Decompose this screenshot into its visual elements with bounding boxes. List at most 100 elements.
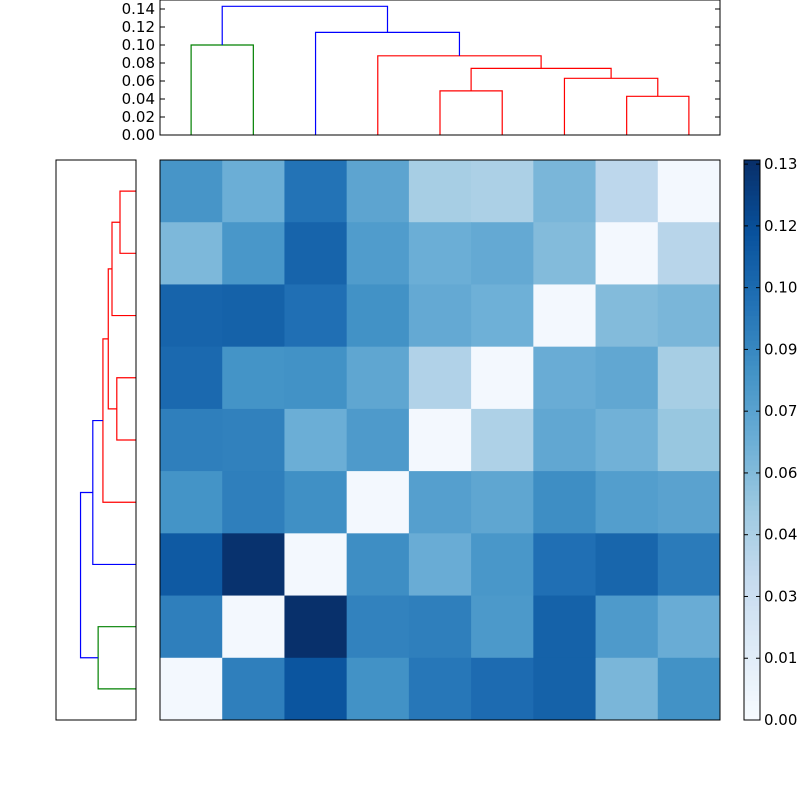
colorbar-gradient-step	[744, 535, 760, 541]
colorbar-gradient-step	[744, 415, 760, 421]
heatmap-cell	[408, 160, 472, 223]
heatmap	[159, 159, 721, 721]
heatmap-cell	[408, 595, 472, 659]
colorbar-gradient-step	[744, 220, 760, 226]
heatmap-cell	[284, 595, 348, 659]
heatmap-cell	[657, 346, 721, 410]
heatmap-cell	[657, 222, 721, 285]
colorbar-gradient-step	[744, 665, 760, 671]
heatmap-cell	[595, 346, 659, 410]
colorbar-gradient-step	[744, 490, 760, 496]
colorbar-gradient-step	[744, 660, 760, 666]
heatmap-cell	[284, 657, 348, 721]
colorbar-gradient-step	[744, 610, 760, 616]
colorbar-tick-label: 0.00	[764, 711, 797, 729]
colorbar-gradient-step	[744, 505, 760, 511]
heatmap-cell	[408, 471, 472, 534]
heatmap-cell	[657, 533, 721, 597]
colorbar-tick-label: 0.09	[764, 340, 797, 358]
colorbar-gradient-step	[744, 410, 760, 416]
colorbar-gradient-step	[744, 340, 760, 346]
top-dendrogram-ytick-label: 0.04	[122, 90, 155, 108]
heatmap-cell	[160, 471, 223, 534]
colorbar-tick-label: 0.04	[764, 526, 797, 544]
top-dendrogram-link	[221, 5, 389, 45]
colorbar-gradient-step	[744, 515, 760, 521]
colorbar-gradient-step	[744, 460, 760, 466]
heatmap-cell	[595, 408, 659, 472]
heatmap-cell	[160, 284, 223, 348]
colorbar-gradient-step	[744, 160, 760, 166]
heatmap-cell	[346, 657, 410, 721]
colorbar-gradient-step	[744, 345, 760, 351]
colorbar-gradient-step	[744, 530, 760, 536]
colorbar-gradient-step	[744, 500, 760, 506]
colorbar-tick-label: 0.03	[764, 587, 797, 605]
colorbar-gradient-step	[744, 685, 760, 691]
heatmap-cell	[657, 657, 721, 721]
colorbar-tick-label: 0.13	[764, 155, 797, 173]
colorbar-gradient-step	[744, 565, 760, 571]
heatmap-cell	[222, 346, 285, 410]
colorbar-gradient-step	[744, 620, 760, 626]
heatmap-cell	[471, 408, 534, 472]
heatmap-cell	[284, 533, 348, 597]
heatmap-cell	[595, 471, 659, 534]
colorbar-gradient-step	[744, 570, 760, 576]
colorbar-gradient-step	[744, 440, 760, 446]
heatmap-cell	[595, 595, 659, 659]
colorbar-gradient-step	[744, 465, 760, 471]
heatmap-cell	[657, 471, 721, 534]
top-dendrogram-frame	[159, 0, 721, 136]
top-dendrogram-ytick-label: 0.06	[122, 72, 155, 90]
heatmap-cell	[160, 408, 223, 472]
heatmap-cell	[346, 284, 410, 348]
colorbar-gradient-step	[744, 355, 760, 361]
heatmap-cell	[408, 533, 472, 597]
heatmap-cell	[284, 346, 348, 410]
heatmap-cell	[284, 160, 348, 223]
colorbar-gradient-step	[744, 295, 760, 301]
left-dendrogram	[55, 159, 137, 721]
colorbar-gradient-step	[744, 645, 760, 651]
colorbar-tick-label: 0.10	[764, 279, 797, 297]
heatmap-cell	[408, 222, 472, 285]
heatmap-cell	[346, 408, 410, 472]
heatmap-cell	[160, 160, 223, 223]
heatmap-cell	[595, 160, 659, 223]
heatmap-cell	[595, 657, 659, 721]
colorbar-gradient-step	[744, 330, 760, 336]
heatmap-cell	[657, 408, 721, 472]
colorbar-gradient-step	[744, 400, 760, 406]
heatmap-cell	[471, 471, 534, 534]
colorbar-gradient-step	[744, 680, 760, 686]
colorbar-gradient-step	[744, 480, 760, 486]
colorbar-gradient-step	[744, 375, 760, 381]
colorbar-gradient-step	[744, 305, 760, 311]
colorbar-gradient-step	[744, 615, 760, 621]
top-dendrogram: 0.000.020.040.060.080.100.120.14	[122, 0, 721, 144]
heatmap-cell	[471, 657, 534, 721]
heatmap-cell	[408, 408, 472, 472]
colorbar-gradient-step	[744, 260, 760, 266]
heatmap-cell	[408, 657, 472, 721]
heatmap-cell	[533, 222, 597, 285]
colorbar-gradient-step	[744, 290, 760, 296]
heatmap-cell	[346, 595, 410, 659]
colorbar-frame	[743, 159, 761, 721]
heatmap-cell	[222, 533, 285, 597]
colorbar-tick-label: 0.06	[764, 464, 797, 482]
colorbar-gradient-step	[744, 335, 760, 341]
colorbar-gradient-step	[744, 455, 760, 461]
top-dendrogram-ytick-label: 0.08	[122, 54, 155, 72]
heatmap-cell	[346, 160, 410, 223]
colorbar-gradient-step	[744, 485, 760, 491]
heatmap-cell	[160, 533, 223, 597]
colorbar-gradient-step	[744, 430, 760, 436]
top-dendrogram-ytick-label: 0.12	[122, 18, 155, 36]
heatmap-cell	[657, 284, 721, 348]
colorbar-gradient-step	[744, 475, 760, 481]
colorbar-gradient-step	[744, 240, 760, 246]
colorbar-tick-label: 0.07	[764, 402, 797, 420]
heatmap-cell	[533, 533, 597, 597]
